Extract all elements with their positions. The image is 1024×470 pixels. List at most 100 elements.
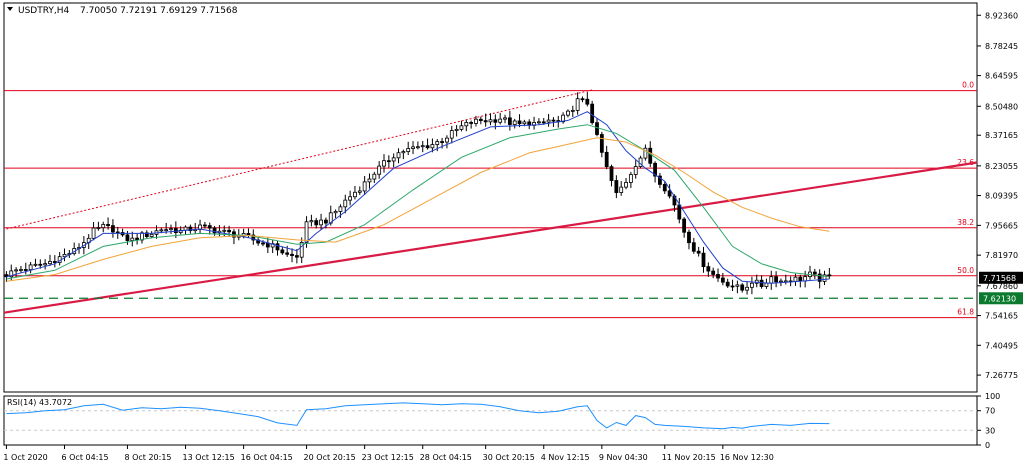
candle-body [159,229,164,232]
chart-header-ohlc: 7.70050 7.72191 7.69129 7.71568 [80,6,238,16]
x-tick-label: 23 Oct 12:15 [362,453,414,462]
candle-body [541,121,546,124]
y-tick-label: 8.50480 [985,102,1018,111]
fib-level-label: 23.6 [957,158,974,167]
candle-body [115,231,120,234]
moving-average-fast [6,111,830,284]
candle-body [101,224,106,229]
candle-body [517,120,522,125]
y-tick-label: 7.95665 [985,221,1018,230]
candle-body [280,249,285,254]
candle-body [798,276,803,282]
candle-body [459,125,464,130]
candle-body [488,119,493,123]
candle-body [386,160,391,163]
candle-body [261,242,265,245]
rsi-pane-layer: 100 70 30 0 [3,392,1000,450]
candle-body [812,271,817,275]
rsi-pane-frame [3,395,978,446]
candle-body [454,128,459,131]
candle-body [561,114,566,123]
price-tag-box [979,292,1023,305]
rsi-tick-label: 70 [985,407,995,416]
candle-body [23,269,28,271]
x-tick-label: 20 Oct 20:15 [304,453,356,462]
candle-body [411,146,415,149]
candle-body [619,186,624,193]
candle-body [779,280,783,283]
candle-body [149,233,154,237]
candle-body [735,284,740,287]
y-tick-label: 8.64595 [985,72,1018,81]
candle-body [633,166,638,175]
x-tick-label: 8 Oct 20:15 [124,453,171,462]
x-tick-label: 30 Oct 20:15 [483,453,535,462]
price-tag-box [979,271,1023,284]
candle-body [512,120,517,125]
candle-body [188,226,193,232]
candle-body [130,237,135,241]
candle-body [48,261,52,265]
candle-body [14,269,19,272]
candle-body [415,146,420,149]
candle-body [377,165,382,175]
candle-body [9,270,14,278]
main-pane-layer: 8.92360 8.78245 8.64595 8.50480 8.37165 8.230… [3,2,1023,462]
candle-body [658,175,662,185]
candle-body [314,220,319,226]
candle-body [38,263,43,266]
candle-body [822,274,827,282]
candle-body [62,253,67,258]
symbol-dropdown-icon[interactable] [7,7,13,11]
y-tick-label: 8.09395 [985,192,1018,201]
candle-body [546,119,551,123]
candle-body [759,279,764,287]
candle-body [91,227,96,239]
candle-body [580,98,585,101]
y-tick-label: 8.78245 [985,42,1018,51]
candle-body [309,220,314,223]
candle-body [624,182,628,188]
candle-body [401,151,406,154]
candle-body [503,117,507,120]
candle-body [299,241,304,258]
candle-body [164,229,169,232]
candle-body [362,181,367,192]
candle-body [711,270,716,275]
candle-body [246,233,251,236]
candle-body [614,180,619,193]
candle-body [125,234,130,241]
candle-body [275,243,280,251]
x-tick-label: 13 Oct 12:15 [183,453,235,462]
candle-body [212,227,217,234]
candle-body [750,282,754,288]
candle-body [609,166,614,181]
candle-body [585,98,590,105]
candle-body [324,219,328,224]
candle-body [140,232,144,241]
candle-body [687,231,691,244]
candle-body [33,263,38,266]
candle-body [730,285,735,288]
candle-body [294,255,299,258]
x-tick-label: 28 Oct 04:15 [420,453,472,462]
candle-body [551,119,556,122]
candle-body [653,162,657,177]
candle-body [682,218,687,233]
candle-body [290,253,294,256]
candle-body [677,204,682,220]
candle-body [251,234,256,241]
candle-body [207,225,212,229]
candle-body [353,191,357,198]
candle-body [106,224,110,227]
y-tick-label: 8.23055 [985,162,1018,171]
candle-body [522,121,527,125]
y-tick-label: 8.37165 [985,131,1018,140]
candle-body [406,148,411,152]
candle-body [367,178,372,183]
x-tick-label: 6 Oct 04:15 [62,453,109,462]
candle-body [725,281,730,287]
candle-body [348,196,353,201]
rsi-tick-label: 30 [985,426,995,435]
rising-trendline [3,161,978,314]
